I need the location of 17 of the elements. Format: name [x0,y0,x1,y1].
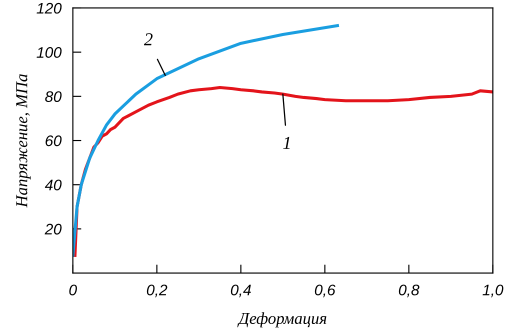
y-tick-label: 60 [46,135,62,146]
line-series [72,24,339,257]
y-tick-label: 120 [36,2,62,14]
x-tick-label: 0,4 [230,284,251,298]
y-tick-label: 20 [44,224,62,235]
y-tick-label: 40 [44,180,62,190]
annotation: 1 [283,136,290,149]
x-tick-label: 1,0 [482,284,504,298]
y-tick-label: 100 [36,47,62,58]
x-tick-label: 0 [69,284,77,296]
x-axis-title: Деформация [237,312,326,328]
x-tick-label: 0,8 [398,284,420,298]
x-tick-label: 0,6 [314,284,336,298]
y-axis-title: Напряжение, МПа [16,74,31,208]
annotation: 2 [144,33,153,46]
x-tick-label: 0,2 [146,284,168,298]
y-tick-label: 80 [45,91,62,102]
